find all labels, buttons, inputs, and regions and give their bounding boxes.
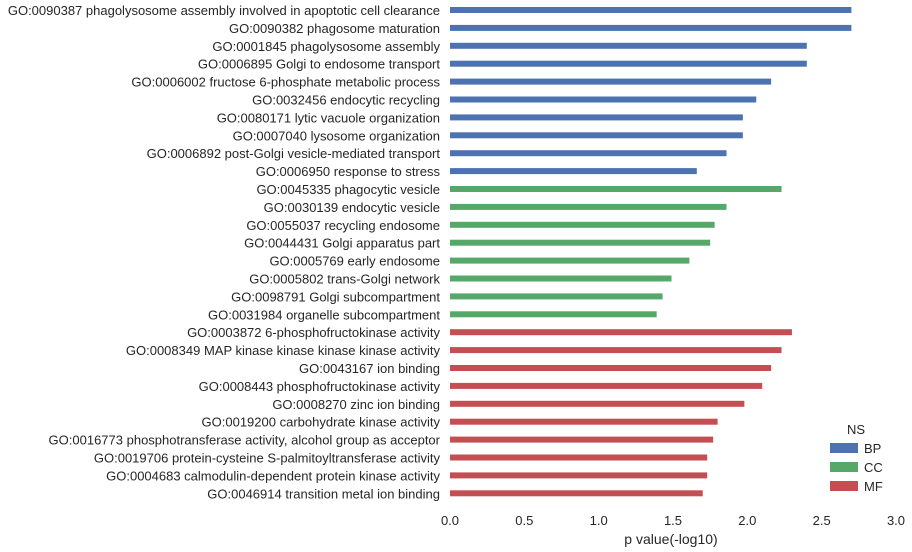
x-tick-label: 3.0	[887, 513, 905, 528]
bar-cc	[450, 239, 711, 246]
category-label: GO:0090382 phagosome maturation	[229, 21, 440, 36]
x-tick-label: 1.5	[664, 513, 682, 528]
category-label: GO:0045335 phagocytic vesicle	[256, 182, 440, 197]
category-labels-group: GO:0090387 phagolysosome assembly involv…	[8, 3, 441, 501]
category-label: GO:0043167 ion binding	[299, 361, 440, 376]
legend-swatch-bp	[830, 443, 858, 453]
bar-cc	[450, 203, 727, 210]
category-label: GO:0090387 phagolysosome assembly involv…	[8, 3, 440, 18]
bar-bp	[450, 132, 743, 139]
category-label: GO:0005802 trans-Golgi network	[249, 272, 440, 287]
x-tick-label: 0.5	[515, 513, 533, 528]
category-label: GO:0007040 lysosome organization	[233, 128, 440, 143]
category-label: GO:0004683 calmodulin-dependent protein …	[106, 468, 440, 483]
legend-label-cc: CC	[864, 460, 883, 475]
x-tick-label: 0.0	[441, 513, 459, 528]
legend: NS BP CC MF	[830, 422, 883, 494]
bar-cc	[450, 257, 690, 264]
bar-bp	[450, 78, 772, 85]
bar-mf	[450, 382, 763, 389]
x-tick-label: 2.0	[738, 513, 756, 528]
bar-bp	[450, 168, 697, 175]
category-label: GO:0030139 endocytic vesicle	[264, 200, 440, 215]
category-label: GO:0019200 carbohydrate kinase activity	[202, 415, 441, 430]
legend-label-bp: BP	[864, 441, 881, 456]
category-label: GO:0005769 early endosome	[269, 254, 440, 269]
category-label: GO:0003872 6-phosphofructokinase activit…	[187, 325, 440, 340]
x-tick-labels-group: 0.0 0.5 1.0 1.5 2.0 2.5 3.0	[441, 513, 905, 528]
bar-bp	[450, 60, 807, 67]
legend-label-mf: MF	[864, 479, 883, 494]
category-label: GO:0001845 phagolysosome assembly	[212, 39, 440, 54]
x-tick-label: 2.5	[813, 513, 831, 528]
bar-cc	[450, 275, 672, 282]
category-label: GO:0008270 zinc ion binding	[272, 397, 440, 412]
category-label: GO:0006950 response to stress	[256, 164, 441, 179]
category-label: GO:0008349 MAP kinase kinase kinase kina…	[126, 343, 441, 358]
x-tick-label: 1.0	[590, 513, 608, 528]
bar-bp	[450, 7, 852, 13]
bar-mf	[450, 365, 772, 371]
bar-bp	[450, 42, 807, 49]
bars-group	[450, 7, 852, 497]
category-label: GO:0032456 endocytic recycling	[252, 93, 440, 108]
category-label: GO:0016773 phosphotransferase activity, …	[49, 433, 441, 448]
bar-mf	[450, 472, 708, 479]
category-label: GO:0006892 post-Golgi vesicle-mediated t…	[147, 146, 441, 161]
bar-cc	[450, 293, 663, 300]
legend-title: NS	[847, 422, 865, 437]
legend-swatch-cc	[830, 462, 858, 472]
bar-mf	[450, 436, 714, 443]
category-label: GO:0019706 protein-cysteine S-palmitoylt…	[94, 451, 441, 466]
bar-mf	[450, 418, 718, 425]
x-axis-title: p value(-log10)	[624, 531, 717, 547]
bar-mf	[450, 490, 703, 497]
bar-bp	[450, 96, 757, 103]
category-label: GO:0080171 lytic vacuole organization	[217, 110, 440, 125]
bar-cc	[450, 221, 715, 228]
bar-cc	[450, 186, 782, 192]
bar-cc	[450, 311, 657, 318]
category-label: GO:0006002 fructose 6-phosphate metaboli…	[131, 75, 440, 90]
bar-mf	[450, 347, 782, 354]
bar-bp	[450, 114, 743, 121]
category-label: GO:0046914 transition metal ion binding	[207, 486, 440, 501]
category-label: GO:0044431 Golgi apparatus part	[244, 236, 440, 251]
bar-bp	[450, 24, 852, 31]
category-label: GO:0031984 organelle subcompartment	[208, 307, 440, 322]
bar-bp	[450, 150, 727, 157]
bar-mf	[450, 400, 745, 407]
bar-mf	[450, 454, 708, 461]
category-label: GO:0008443 phosphofructokinase activity	[199, 379, 441, 394]
category-label: GO:0006895 Golgi to endosome transport	[198, 57, 440, 72]
category-label: GO:0098791 Golgi subcompartment	[231, 289, 440, 304]
legend-swatch-mf	[830, 481, 858, 491]
bar-mf	[450, 329, 792, 336]
category-label: GO:0055037 recycling endosome	[246, 218, 440, 233]
